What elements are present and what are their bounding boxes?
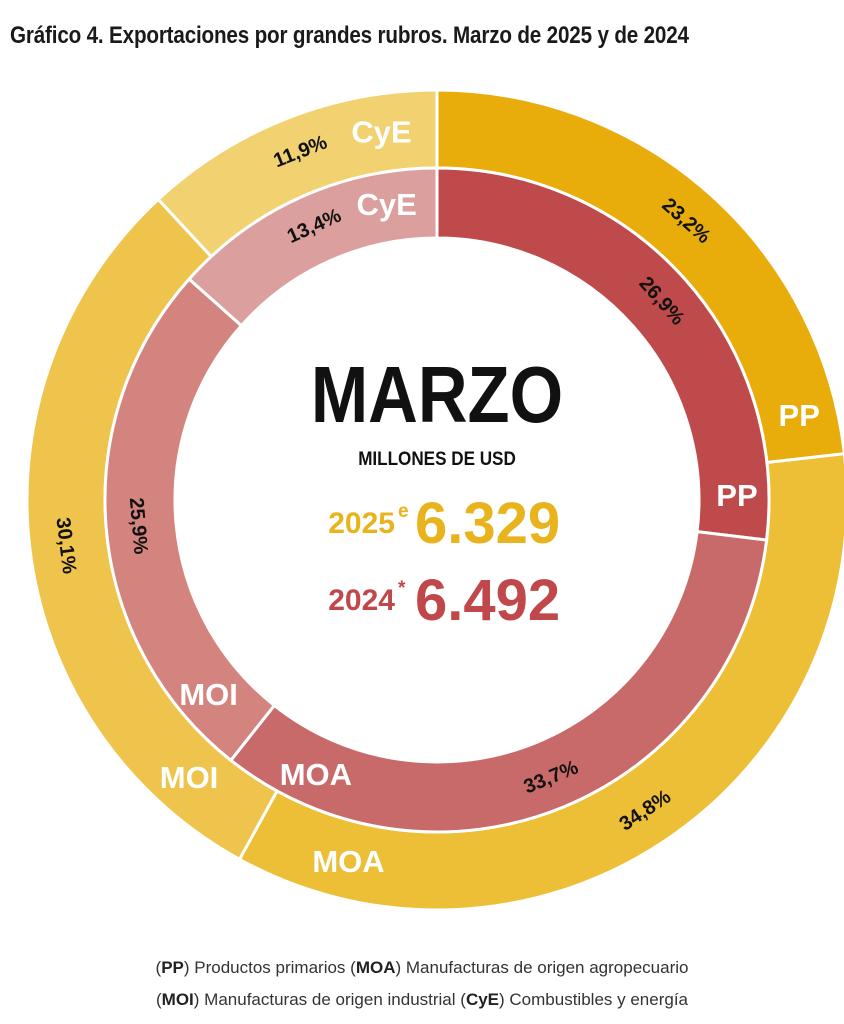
center-value: 6.492 [415,568,560,633]
legend-key: MOI [161,990,194,1009]
category-label-2025-cye: CyE [351,115,411,150]
center-text: MARZO MILLONES DE USD 2025 e 6.329 2024 * 6.4… [311,349,563,633]
chart-title: Gráfico 4. Exportaciones por grandes rub… [10,22,689,49]
category-label-2024-moi: MOI [179,677,238,712]
category-label-2025-pp: PP [779,398,820,433]
category-label-2024-cye: CyE [357,187,417,222]
center-unit: MILLONES DE USD [358,448,516,469]
slice-2024-cye [187,166,439,328]
center-year: 2024 [328,584,395,617]
category-label-2025-moa: MOA [312,844,384,879]
legend-key: CyE [465,990,500,1009]
center-month: MARZO [311,349,563,439]
legend-text: Combustibles y energía [509,990,688,1009]
center-value: 6.329 [415,491,560,556]
inner-ring-2024 [103,166,771,834]
legend-text: Productos primarios [194,958,346,977]
category-label-2025-moi: MOI [160,760,219,795]
category-label-2024-moa: MOA [280,757,352,792]
center-year-mark: e [398,501,409,522]
center-year-mark: * [398,578,406,599]
slice-2024-moa [228,529,769,834]
legend-row-2: (MOI) Manufacturas de origen industrial … [156,990,688,1009]
center-row-2024: 2024 * 6.492 [328,568,560,633]
value-label-2024-moi: 25,9% [125,497,152,556]
legend-text: Manufacturas de origen industrial [204,990,456,1009]
center-row-2025: 2025 e 6.329 [328,491,560,556]
center-year: 2025 [328,507,395,540]
legend-row-1: (PP) Productos primarios (MOA) Manufactu… [155,958,689,977]
legend-text: Manufacturas de origen agropecuario [405,958,689,977]
category-label-2024-pp: PP [716,478,757,513]
legend-key: MOA [355,958,396,977]
legend-key: PP [161,958,184,977]
